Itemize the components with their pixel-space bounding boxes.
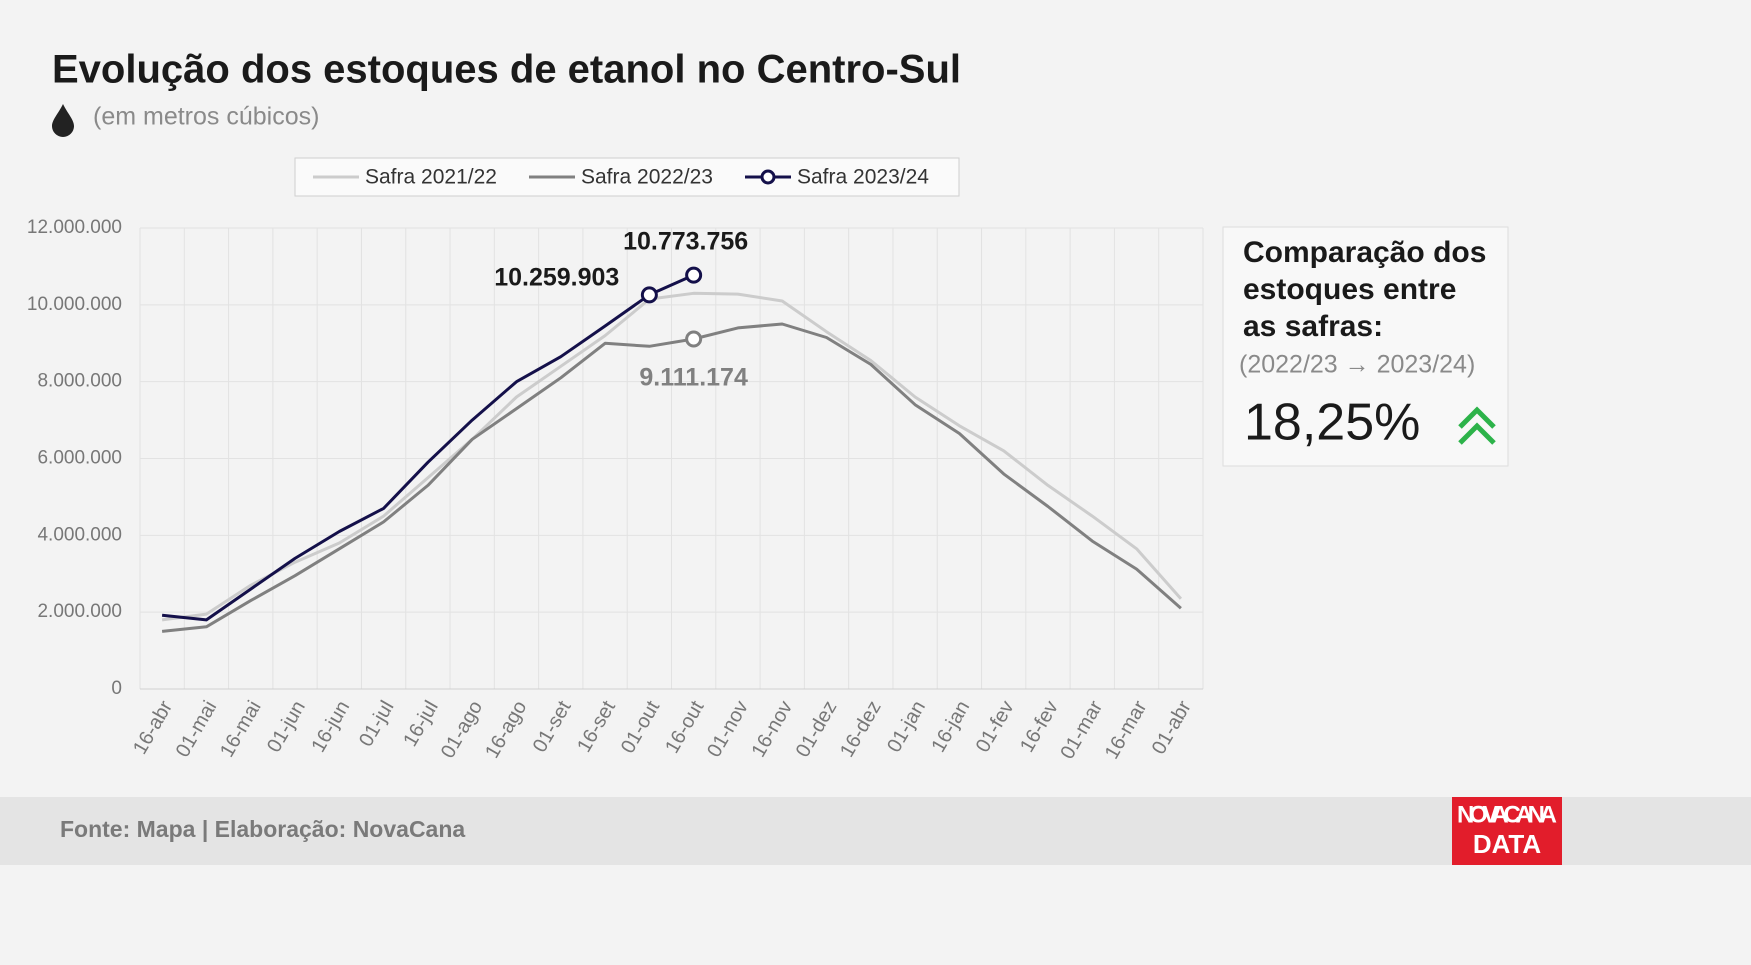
y-tick-label: 2.000.000 [37,601,122,622]
y-tick-label: 0 [111,678,122,699]
legend-marker [760,169,776,185]
up-arrow-icon [1458,406,1496,445]
point-marker [640,286,658,304]
series-line [161,322,1182,633]
panel-value: 18,25% [1244,394,1420,452]
logo-text: DATA [1473,829,1542,859]
source: Fonte: Mapa | Elaboração: NovaCana [60,816,465,842]
legend-label: Safra 2023/24 [797,166,929,189]
legend-label: Safra 2022/23 [581,166,713,189]
series-line [161,273,695,622]
y-tick-label: 4.000.000 [37,524,122,545]
data-label: 10.259.903 [494,263,619,291]
y-tick-label: 12.000.000 [27,217,122,238]
point-marker [685,266,703,284]
data-label: 9.111.174 [639,364,748,392]
y-tick-label: 8.000.000 [37,371,122,392]
panel-subtitle: (2022/23 → 2023/24) [1239,351,1475,379]
logo-box [1452,797,1562,865]
point-marker [685,330,703,348]
logo-text: NOVACANA [1457,801,1557,828]
panel-title: estoques entre [1243,273,1456,306]
legend-box [294,157,960,197]
data-label: 10.773.756 [623,228,748,256]
legend-label: Safra 2021/22 [365,166,497,189]
series-line [161,291,1183,622]
drop-icon [52,104,74,137]
y-tick-label: 6.000.000 [37,448,122,469]
panel-title: Comparação dos [1243,236,1486,269]
panel-title: as safras: [1243,310,1383,343]
chart-subtitle: (em metros cúbicos) [93,103,319,131]
y-tick-label: 10.000.000 [27,294,122,315]
chart-title: Evolução dos estoques de etanol no Centr… [52,48,961,92]
